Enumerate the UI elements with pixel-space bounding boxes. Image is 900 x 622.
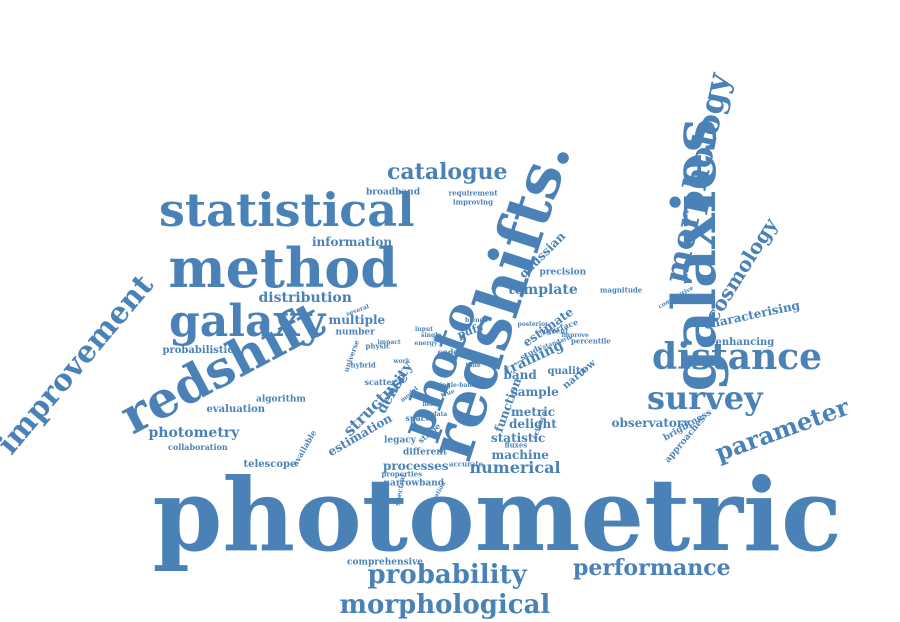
word-multiple: multiple [328, 313, 386, 327]
word-comprehensive: comprehensive [347, 557, 424, 568]
word-energy: energy [414, 340, 438, 347]
word-single: single [421, 332, 442, 339]
word-metric: metric [511, 405, 556, 419]
word-processes: processes [383, 459, 449, 473]
word-catalogue: catalogue [387, 159, 508, 185]
word-result: result [475, 356, 502, 366]
word-field: field [422, 401, 438, 408]
word-distribution: distribution [258, 290, 352, 306]
word-code: code [437, 347, 459, 357]
word-hybrid: hybrid [350, 360, 376, 370]
word-band: band [503, 368, 537, 382]
word-impact: impact [377, 339, 401, 346]
word-delight: delight [509, 417, 557, 431]
word-morphological: morphological [339, 590, 551, 620]
word-work: work [393, 358, 411, 365]
word-number: number [335, 327, 375, 338]
word-photometric: photometric [152, 456, 842, 574]
word-different: different [403, 447, 447, 458]
word-probability: probability [367, 560, 527, 590]
word-scatter: scatter [364, 377, 396, 387]
word-posterior: posterior [517, 321, 549, 328]
word-precision: precision [539, 267, 587, 278]
word-template: template [508, 282, 578, 298]
word-percentile: percentile [571, 336, 611, 346]
word-statistic: statistic [491, 431, 546, 445]
word-single-band: single-band [436, 382, 476, 389]
word-space: space [405, 413, 431, 423]
word-narrowband: narrowband [383, 478, 445, 489]
word-enhancing: enhancing [715, 337, 775, 348]
word-performance: performance [573, 555, 731, 581]
word-information: information [312, 235, 393, 249]
word-legacy: legacy [384, 435, 416, 446]
word-probabilistic: probabilistic [162, 345, 234, 356]
word-numerical: numerical [469, 458, 561, 477]
word-machine: machine [491, 448, 549, 462]
word-improve: improve [561, 332, 589, 339]
word-time: time [465, 362, 481, 369]
word-improving: improving [453, 197, 494, 207]
word-quality: quality [547, 366, 587, 377]
word-input: input [415, 326, 433, 333]
word-current: current [539, 326, 569, 336]
word-properties: properties [381, 469, 423, 479]
word-distance: distance [652, 336, 823, 378]
word-fluxes: fluxes [504, 440, 528, 450]
word-statistical: statistical [159, 183, 415, 237]
word-method: method [168, 236, 398, 300]
word-collaboration: collaboration [168, 442, 228, 452]
word-requirement: requirement [448, 188, 498, 198]
word-photometry: photometry [148, 425, 240, 441]
word-data: data [432, 411, 448, 418]
word-accurate: accurate [449, 459, 484, 469]
word-broadband: broadband [366, 187, 421, 198]
word-algorithm: algorithm [256, 394, 306, 405]
word-evaluation: evaluation [206, 404, 266, 415]
word-sample: sample [511, 385, 559, 399]
word-magnitude: magnitude [600, 285, 643, 295]
word-observatory: observatory [611, 416, 691, 430]
word-telescope: telescope [243, 459, 297, 470]
word-blends: blends [465, 317, 488, 324]
word-physic: physic [365, 341, 391, 351]
word-galaxy: galaxy [169, 296, 326, 347]
word-survey: survey [647, 379, 763, 417]
